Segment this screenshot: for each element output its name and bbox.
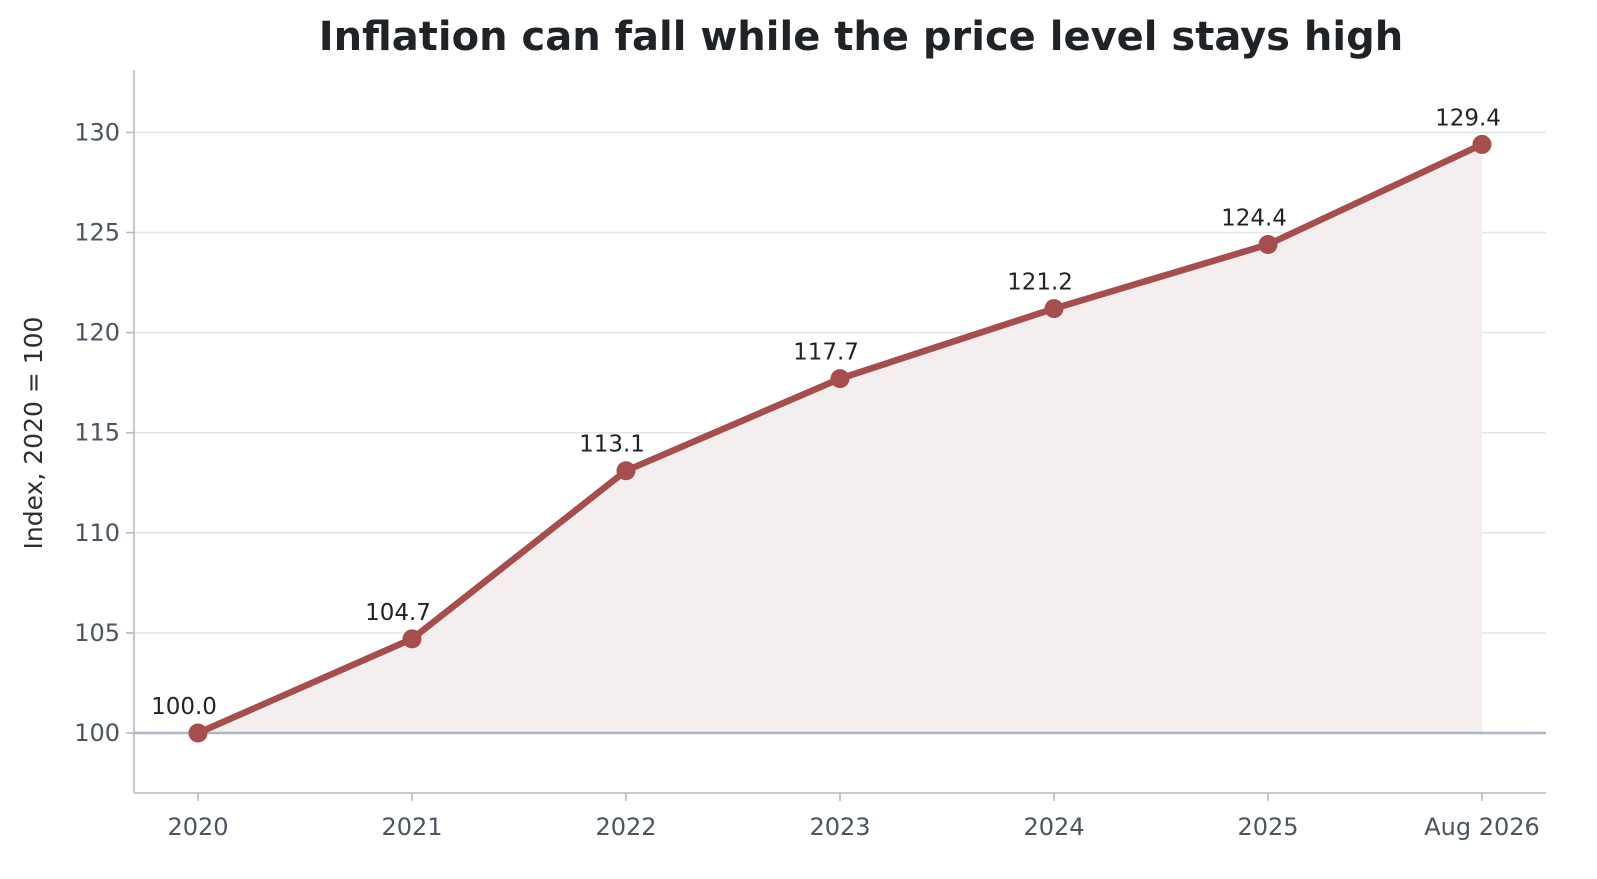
data-label-6: 129.4 (1435, 105, 1501, 131)
chart-title: Inflation can fall while the price level… (318, 14, 1404, 60)
data-label-3: 117.7 (793, 340, 859, 366)
data-point-1 (402, 629, 422, 649)
tick-labels: 100 105 110 115 120 125 130 2020 2021 2022 2023 202… (74, 118, 1540, 841)
x-tick-label-2: 2022 (595, 813, 656, 841)
y-tick-label-105: 105 (74, 619, 120, 647)
data-label-5: 124.4 (1221, 206, 1287, 232)
data-label-4: 121.2 (1007, 270, 1073, 296)
data-points (188, 134, 1492, 743)
data-label-2: 113.1 (579, 432, 645, 458)
y-axis-title: Index, 2020 = 100 (19, 317, 48, 550)
x-tick-label-5: 2025 (1237, 813, 1298, 841)
data-point-0 (188, 723, 208, 743)
data-point-4 (1044, 299, 1064, 319)
y-tick-label-100: 100 (74, 719, 120, 747)
x-tick-label-0: 2020 (167, 813, 228, 841)
y-tick-label-120: 120 (74, 319, 120, 347)
y-tick-label-110: 110 (74, 519, 120, 547)
area-fill (198, 144, 1482, 734)
y-tick-label-115: 115 (74, 419, 120, 447)
data-point-2 (616, 461, 636, 481)
axes (126, 70, 1546, 801)
y-tick-label-125: 125 (74, 219, 120, 247)
x-tick-label-3: 2023 (809, 813, 870, 841)
data-labels: 100.0 104.7 113.1 117.7 121.2 124.4 129.4 (151, 105, 1501, 720)
data-label-0: 100.0 (151, 694, 217, 720)
data-point-5 (1258, 235, 1278, 255)
y-tick-label-130: 130 (74, 118, 120, 146)
x-tick-label-4: 2024 (1023, 813, 1084, 841)
x-tick-label-6: Aug 2026 (1424, 813, 1540, 841)
area-fill-layer (198, 144, 1482, 734)
data-point-6 (1472, 134, 1492, 154)
data-point-3 (830, 369, 850, 389)
x-tick-label-1: 2021 (381, 813, 442, 841)
data-label-1: 104.7 (365, 600, 431, 626)
